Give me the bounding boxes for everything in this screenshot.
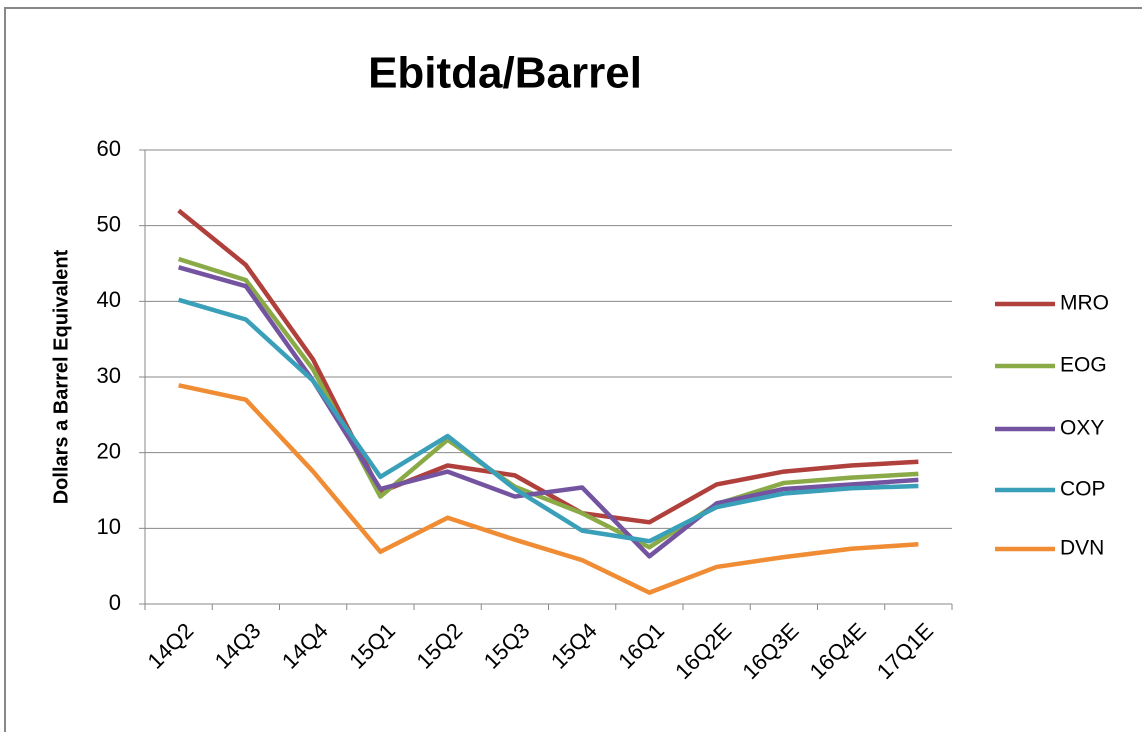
series-line [177, 297, 919, 544]
series-line [178, 265, 919, 559]
series-line [177, 256, 919, 550]
legend-label: EOG [1060, 354, 1107, 377]
y-tick-label: 30 [97, 363, 121, 388]
y-tick-label: 40 [97, 287, 121, 312]
chart-border [4, 7, 1142, 732]
y-tick-label: 10 [97, 514, 121, 539]
legend-label: COP [1060, 478, 1106, 501]
legend-label: DVN [1060, 537, 1104, 560]
legend-label: OXY [1060, 417, 1104, 440]
chart-title: Ebitda/Barrel [368, 49, 642, 98]
y-tick-label: 60 [97, 136, 121, 161]
legend-label: MRO [1060, 292, 1109, 315]
y-tick-label: 20 [97, 438, 121, 463]
y-tick-label: 50 [97, 211, 121, 236]
y-tick-label: 0 [109, 590, 121, 615]
series-line [178, 383, 919, 595]
y-axis-label: Dollars a Barrel Equivalent [50, 249, 72, 504]
